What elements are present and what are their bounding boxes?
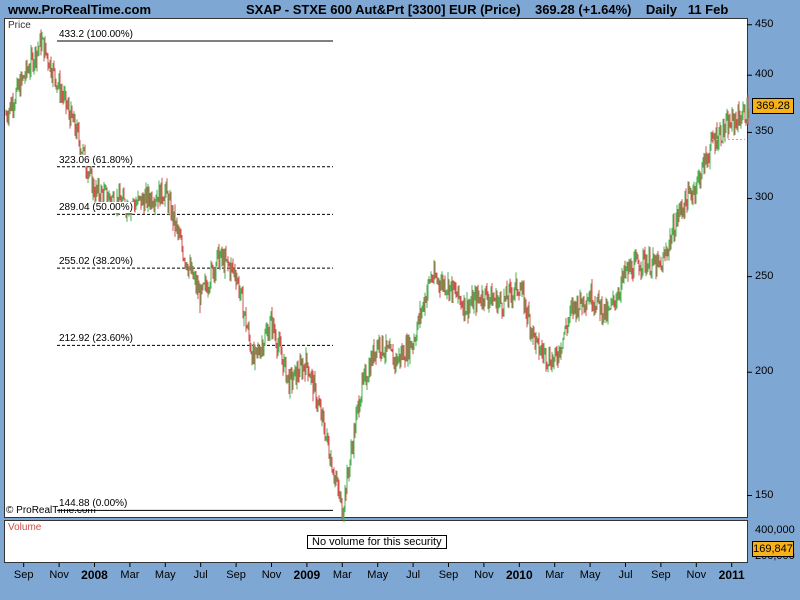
price-panel-label: Price (8, 20, 31, 31)
x-tick-label: Nov (261, 569, 282, 581)
x-tick-label: May (154, 569, 176, 581)
fibonacci-label: 144.88 (0.00%) (58, 498, 129, 510)
x-tick-label: Mar (120, 569, 140, 581)
x-tick-label: 2008 (81, 568, 108, 582)
x-tick-label: Jul (618, 569, 633, 581)
header-bar: www.ProRealTime.com SXAP - STXE 600 Aut&… (0, 0, 800, 18)
x-tick-label: Nov (686, 569, 707, 581)
x-tick-label: Sep (651, 569, 671, 581)
y-tick-label: 350 (755, 125, 774, 138)
volume-panel[interactable]: Volume No volume for this security (4, 520, 748, 563)
volume-tick: 400,000 (755, 524, 795, 536)
chart-title: SXAP - STXE 600 Aut&Prt [3300] EUR (Pric… (246, 2, 729, 17)
x-tick-label: May (367, 569, 389, 581)
volume-panel-label: Volume (8, 522, 42, 533)
x-tick-label: 2010 (505, 568, 533, 582)
fibonacci-label: 289.04 (50.00%) (58, 202, 134, 214)
fibonacci-label: 255.02 (38.20%) (58, 256, 134, 268)
x-tick-label: Sep (226, 569, 246, 581)
y-tick-label: 450 (755, 17, 774, 30)
x-tick-label: Sep (438, 569, 459, 581)
y-tick-label: 250 (755, 269, 774, 282)
x-tick-label: 2011 (718, 568, 745, 582)
x-tick-label: Jul (193, 569, 208, 581)
y-tick-label: 300 (755, 191, 774, 204)
x-tick-label: May (579, 569, 601, 581)
x-tick-label: Mar (332, 569, 352, 581)
x-tick-label: Nov (49, 569, 69, 581)
x-tick-label: 2009 (293, 568, 321, 582)
site-url[interactable]: www.ProRealTime.com (8, 2, 152, 17)
copyright: © ProRealTime.com (6, 505, 96, 516)
volume-badge: 169,847 (752, 541, 794, 557)
last-price-badge: 369.28 (752, 98, 794, 114)
x-tick-label: Nov (474, 569, 494, 581)
fibonacci-label: 433.2 (100.00%) (58, 29, 134, 41)
fibonacci-label: 212.92 (23.60%) (58, 333, 134, 345)
x-tick-label: Sep (13, 569, 34, 581)
y-tick-label: 200 (755, 365, 774, 378)
y-tick-label: 150 (755, 488, 774, 501)
no-volume-message: No volume for this security (307, 535, 447, 549)
x-tick-label: Mar (545, 569, 565, 581)
fibonacci-label: 323.06 (61.80%) (58, 154, 134, 166)
x-tick-label: Jul (406, 569, 421, 581)
y-tick-label: 400 (755, 68, 774, 81)
